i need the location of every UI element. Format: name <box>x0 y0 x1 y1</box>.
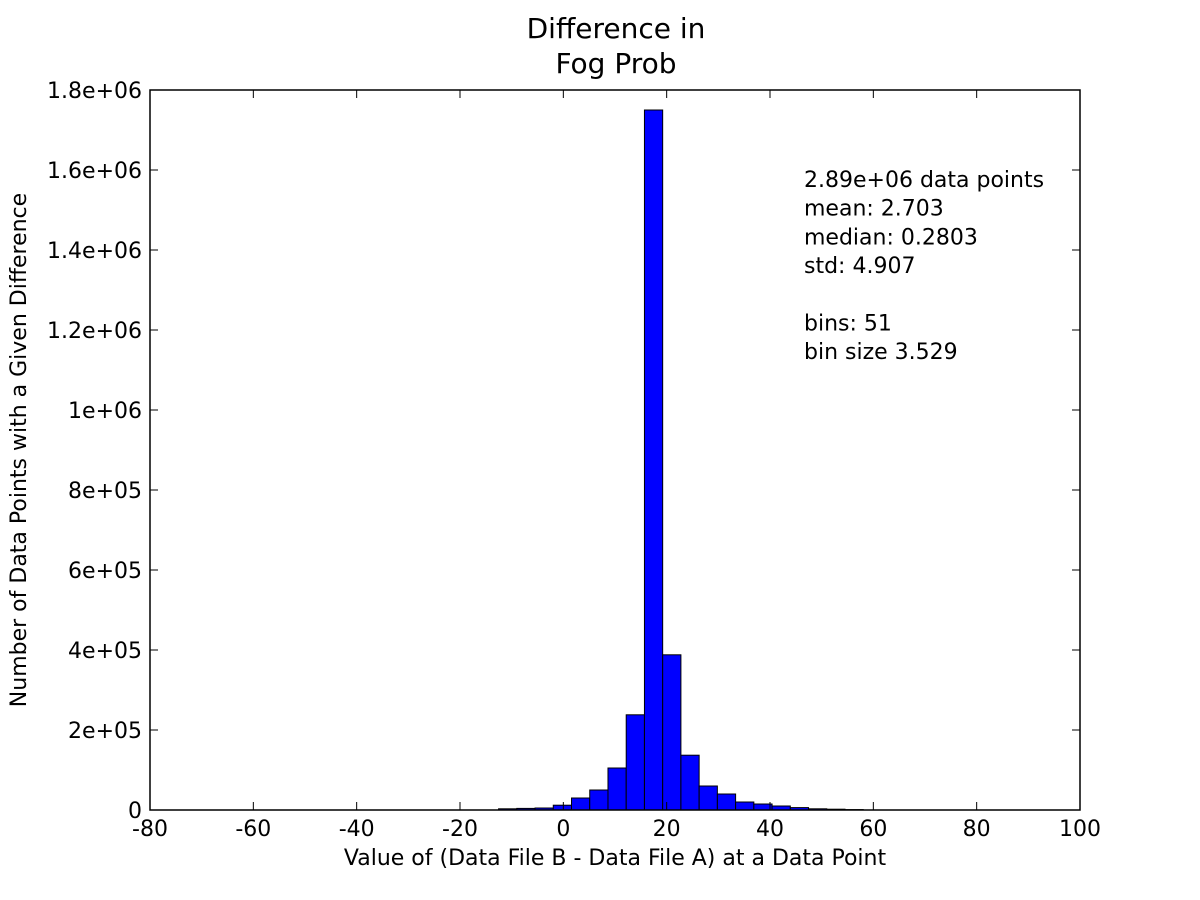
x-tick-label: 20 <box>653 817 681 842</box>
axis-ticks: -80 -60 -40 -20 0 20 40 60 80 100 0 2e+05 4e+05 6e+05… <box>47 79 1101 842</box>
histogram-bar <box>698 785 718 811</box>
x-axis-label: Value of (Data File B - Data File A) at … <box>344 846 887 871</box>
plot-frame <box>149 89 1081 811</box>
stats-line: std: 4.907 <box>804 254 915 279</box>
y-tick-label: 1.8e+06 <box>47 79 142 104</box>
y-tick-label: 1e+06 <box>68 399 142 424</box>
y-tick-label: 0 <box>128 799 142 824</box>
x-tick-label: -60 <box>235 817 271 842</box>
y-tick-label: 4e+05 <box>68 639 142 664</box>
chart-title-line-1: Difference in <box>527 12 706 45</box>
y-tick-label: 6e+05 <box>68 559 142 584</box>
histogram-bar <box>735 801 755 811</box>
chart-title-line-2: Fog Prob <box>555 47 676 80</box>
stats-line: 2.89e+06 data points <box>804 168 1044 193</box>
y-tick-label: 1.2e+06 <box>47 319 142 344</box>
histogram-bar <box>680 754 700 811</box>
x-tick-label: 60 <box>859 817 887 842</box>
x-tick-label: 80 <box>963 817 991 842</box>
stats-line: bins: 51 <box>804 312 892 337</box>
y-axis-label: Number of Data Points with a Given Diffe… <box>7 193 32 707</box>
y-tick-label: 8e+05 <box>68 479 142 504</box>
y-tick-label: 1.6e+06 <box>47 159 142 184</box>
stats-annotation: 2.89e+06 data points mean: 2.703 median: 0… <box>804 168 1044 365</box>
x-tick-label: 40 <box>756 817 784 842</box>
x-tick-label: -40 <box>339 817 375 842</box>
x-tick-label: 0 <box>556 817 570 842</box>
stats-line: median: 0.2803 <box>804 225 978 250</box>
histogram-bar <box>662 654 682 811</box>
y-tick-label: 1.4e+06 <box>47 239 142 264</box>
y-tick-label: 2e+05 <box>68 719 142 744</box>
stats-line: bin size 3.529 <box>804 340 958 365</box>
histogram-bar <box>571 797 591 811</box>
histogram-bar <box>716 793 737 811</box>
histogram-bars <box>498 109 864 811</box>
histogram-bar <box>643 109 664 811</box>
stats-line: mean: 2.703 <box>804 197 944 222</box>
x-tick-label: -80 <box>132 817 168 842</box>
histogram-bar <box>589 789 609 811</box>
x-tick-label: -20 <box>442 817 478 842</box>
histogram-bar <box>607 767 627 811</box>
histogram-bar <box>753 803 773 811</box>
histogram-bar <box>625 714 645 811</box>
x-tick-label: 100 <box>1059 817 1101 842</box>
